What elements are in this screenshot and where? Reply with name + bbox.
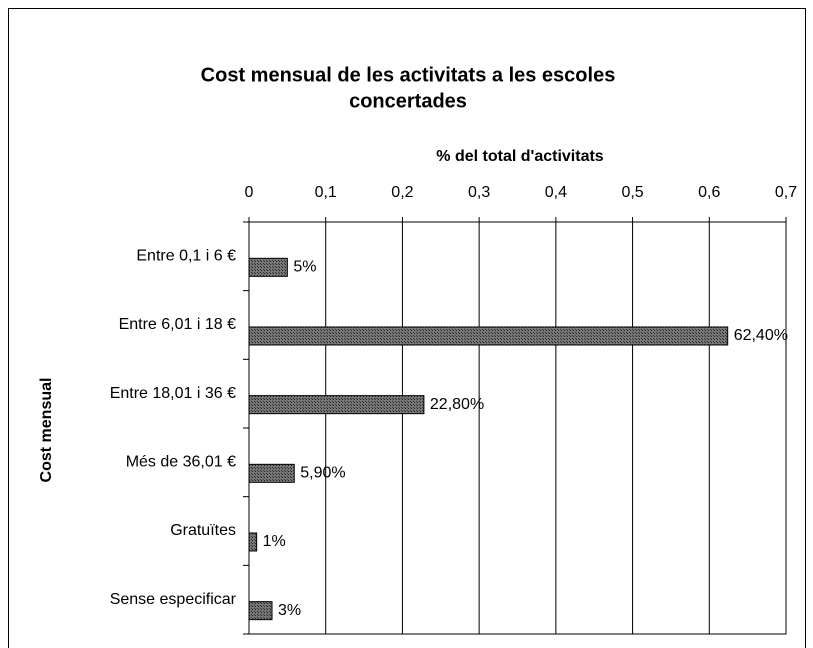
bar: [248, 463, 295, 483]
chart-title: concertades: [349, 90, 467, 112]
x-tick-label: 0,1: [315, 184, 337, 201]
y-tick-label: Més de 36,01 €: [126, 454, 236, 471]
x-tick-label: 0: [245, 184, 254, 201]
y-tick-label: Entre 6,01 i 18 €: [119, 316, 237, 333]
y-tick-label: Gratuïtes: [170, 522, 236, 539]
value-label: 3%: [278, 602, 301, 619]
bar: [248, 532, 258, 552]
x-tick-label: 0,4: [545, 184, 567, 201]
bar: [248, 395, 425, 415]
y-tick-label: Sense especificar: [110, 591, 237, 608]
y-tick-label: Entre 18,01 i 36 €: [110, 385, 236, 402]
y-axis-title: Cost mensual: [38, 378, 55, 483]
value-label: 5,90%: [300, 465, 345, 482]
x-tick-label: 0,2: [391, 184, 413, 201]
x-tick-label: 0,3: [468, 184, 490, 201]
x-axis-title: % del total d'activitats: [436, 148, 604, 165]
value-label: 22,80%: [430, 396, 484, 413]
x-tick-label: 0,6: [698, 184, 720, 201]
x-tick-label: 0,5: [621, 184, 643, 201]
x-tick-label: 0,7: [775, 184, 797, 201]
value-label: 1%: [263, 533, 286, 550]
plot-area: [248, 221, 787, 635]
bar: [248, 601, 273, 621]
y-tick-label: Entre 0,1 i 6 €: [136, 248, 236, 265]
value-label: 62,40%: [734, 327, 788, 344]
bar: [248, 326, 729, 346]
bar: [248, 257, 288, 277]
value-label: 5%: [293, 259, 316, 276]
chart-title: Cost mensual de les activitats a les esc…: [201, 64, 616, 86]
